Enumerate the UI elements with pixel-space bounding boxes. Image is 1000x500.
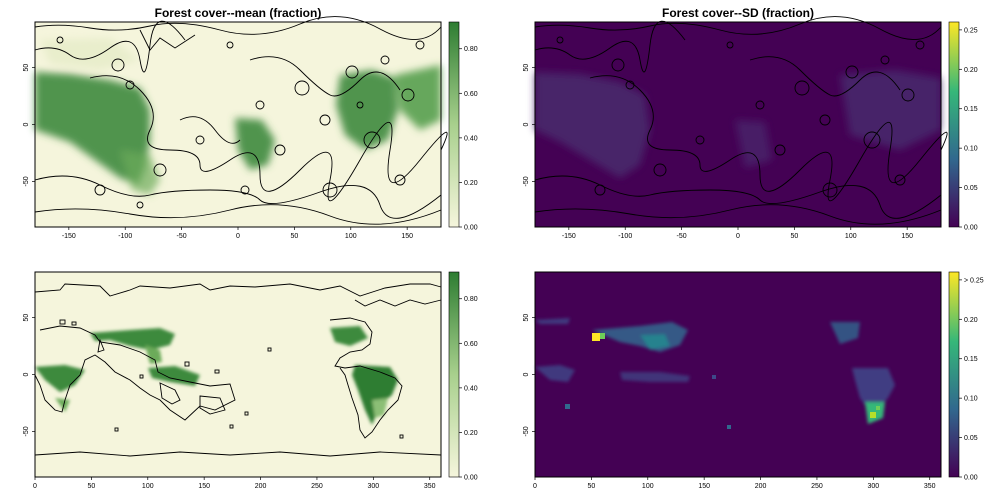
colorbar-sd-top: 0.25 0.20 0.15 0.10 0.05 0.00 (948, 21, 978, 232)
colorbar-tick-label: 0.80 (464, 296, 478, 303)
sd-field (535, 70, 941, 178)
panel-mean-bottom: 0 50 100 150 200 250 300 350 50 0 -50 (23, 271, 442, 490)
colorbar-tick-label: 0.20 (964, 317, 978, 324)
colorbar-sd-bottom: > 0.25 0.20 0.15 0.10 0.05 0.00 (948, 271, 984, 482)
x-tick-label: 100 (345, 233, 357, 240)
x-tick-label: 50 (87, 483, 95, 490)
x-tick-label: -100 (118, 233, 132, 240)
x-tick-label: -150 (562, 233, 576, 240)
y-axis: 50 0 -50 (23, 64, 35, 187)
x-tick-label: 50 (790, 233, 798, 240)
panel-sd-bottom: 0 50 100 150 200 250 300 350 50 0 -50 (523, 271, 942, 490)
colorbar-tick-label: 0.40 (464, 385, 478, 392)
crater-outlines (34, 16, 448, 225)
colorbar-mean-top: 0.80 0.60 0.40 0.20 0.00 (448, 21, 478, 232)
x-tick-label: 300 (367, 483, 379, 490)
colorbar-tick-label: 0.60 (464, 341, 478, 348)
x-tick-label: 350 (924, 483, 936, 490)
x-tick-label: 0 (533, 483, 537, 490)
x-tick-label: 100 (142, 483, 154, 490)
y-tick-label: 50 (23, 314, 30, 322)
y-tick-label: 0 (23, 372, 30, 376)
x-tick-label: 0 (236, 233, 240, 240)
x-tick-label: -100 (618, 233, 632, 240)
x-tick-label: 50 (587, 483, 595, 490)
sd-field (535, 318, 895, 429)
colorbar-tick-label: 0.05 (964, 435, 978, 442)
x-tick-label: 350 (424, 483, 436, 490)
x-tick-label: 150 (698, 483, 710, 490)
x-axis: -150 -100 -50 0 50 100 150 (62, 227, 413, 240)
x-axis: 0 50 100 150 200 250 300 350 (533, 477, 936, 490)
colorbar-tick-label: 0.60 (464, 91, 478, 98)
y-axis: 50 0 -50 (23, 314, 35, 437)
colorbar-tick-label: 0.80 (464, 46, 478, 53)
colorbar-tick-label: 0.20 (464, 430, 478, 437)
colorbar-tick-label: 0.00 (464, 225, 478, 232)
panel-sd-top: Forest cover--SD (fraction) -150 -100 -50 0… (523, 6, 948, 240)
x-tick-label: 150 (401, 233, 413, 240)
colorbar-tick-label: 0.00 (964, 475, 978, 482)
x-tick-label: 150 (198, 483, 210, 490)
x-tick-label: 300 (867, 483, 879, 490)
y-tick-label: 0 (523, 372, 530, 376)
y-tick-label: 0 (23, 122, 30, 126)
x-tick-label: 200 (255, 483, 267, 490)
colorbar-mean-bottom: 0.80 0.60 0.40 0.20 0.00 (448, 271, 478, 482)
forest-cover-field (35, 38, 441, 195)
colorbar-tick-label: > 0.25 (964, 277, 984, 284)
y-axis: 50 0 -50 (523, 64, 535, 187)
y-tick-label: 50 (523, 314, 530, 322)
coastline-outlines (34, 283, 442, 457)
colorbar-tick-label: 0.00 (464, 475, 478, 482)
x-tick-label: -50 (677, 233, 687, 240)
x-tick-label: 150 (901, 233, 913, 240)
x-tick-label: 100 (642, 483, 654, 490)
panel-mean-top: Forest cover--mean (fraction) (23, 6, 448, 240)
y-axis: 50 0 -50 (523, 314, 535, 437)
y-tick-label: 50 (523, 64, 530, 72)
colorbar-tick-label: 0.10 (964, 146, 978, 153)
colorbar-tick-label: 0.15 (964, 356, 978, 363)
panel-title-mean: Forest cover--mean (fraction) (155, 6, 322, 20)
y-tick-label: -50 (523, 426, 530, 436)
x-tick-label: 100 (845, 233, 857, 240)
colorbar-tick-label: 0.40 (464, 135, 478, 142)
y-tick-label: -50 (523, 176, 530, 186)
x-tick-label: -150 (62, 233, 76, 240)
x-tick-label: 200 (755, 483, 767, 490)
y-tick-label: 0 (523, 122, 530, 126)
colorbar-tick-label: 0.25 (964, 27, 978, 34)
x-tick-label: 50 (290, 233, 298, 240)
x-tick-label: 250 (811, 483, 823, 490)
colorbar-tick-label: 0.20 (464, 180, 478, 187)
x-axis: -150 -100 -50 0 50 100 150 (562, 227, 913, 240)
x-tick-label: 250 (311, 483, 323, 490)
panel-title-sd: Forest cover--SD (fraction) (662, 6, 814, 20)
y-tick-label: -50 (23, 176, 30, 186)
x-tick-label: 0 (736, 233, 740, 240)
y-tick-label: 50 (23, 64, 30, 72)
colorbar-tick-label: 0.20 (964, 67, 978, 74)
colorbar-tick-label: 0.00 (964, 225, 978, 232)
colorbar-tick-label: 0.15 (964, 106, 978, 113)
x-axis: 0 50 100 150 200 250 300 350 (33, 477, 436, 490)
x-tick-label: -50 (177, 233, 187, 240)
y-tick-label: -50 (23, 426, 30, 436)
forest-cover-field (35, 326, 398, 425)
colorbar-tick-label: 0.10 (964, 396, 978, 403)
x-tick-label: 0 (33, 483, 37, 490)
crater-outlines (534, 16, 948, 225)
colorbar-tick-label: 0.05 (964, 185, 978, 192)
